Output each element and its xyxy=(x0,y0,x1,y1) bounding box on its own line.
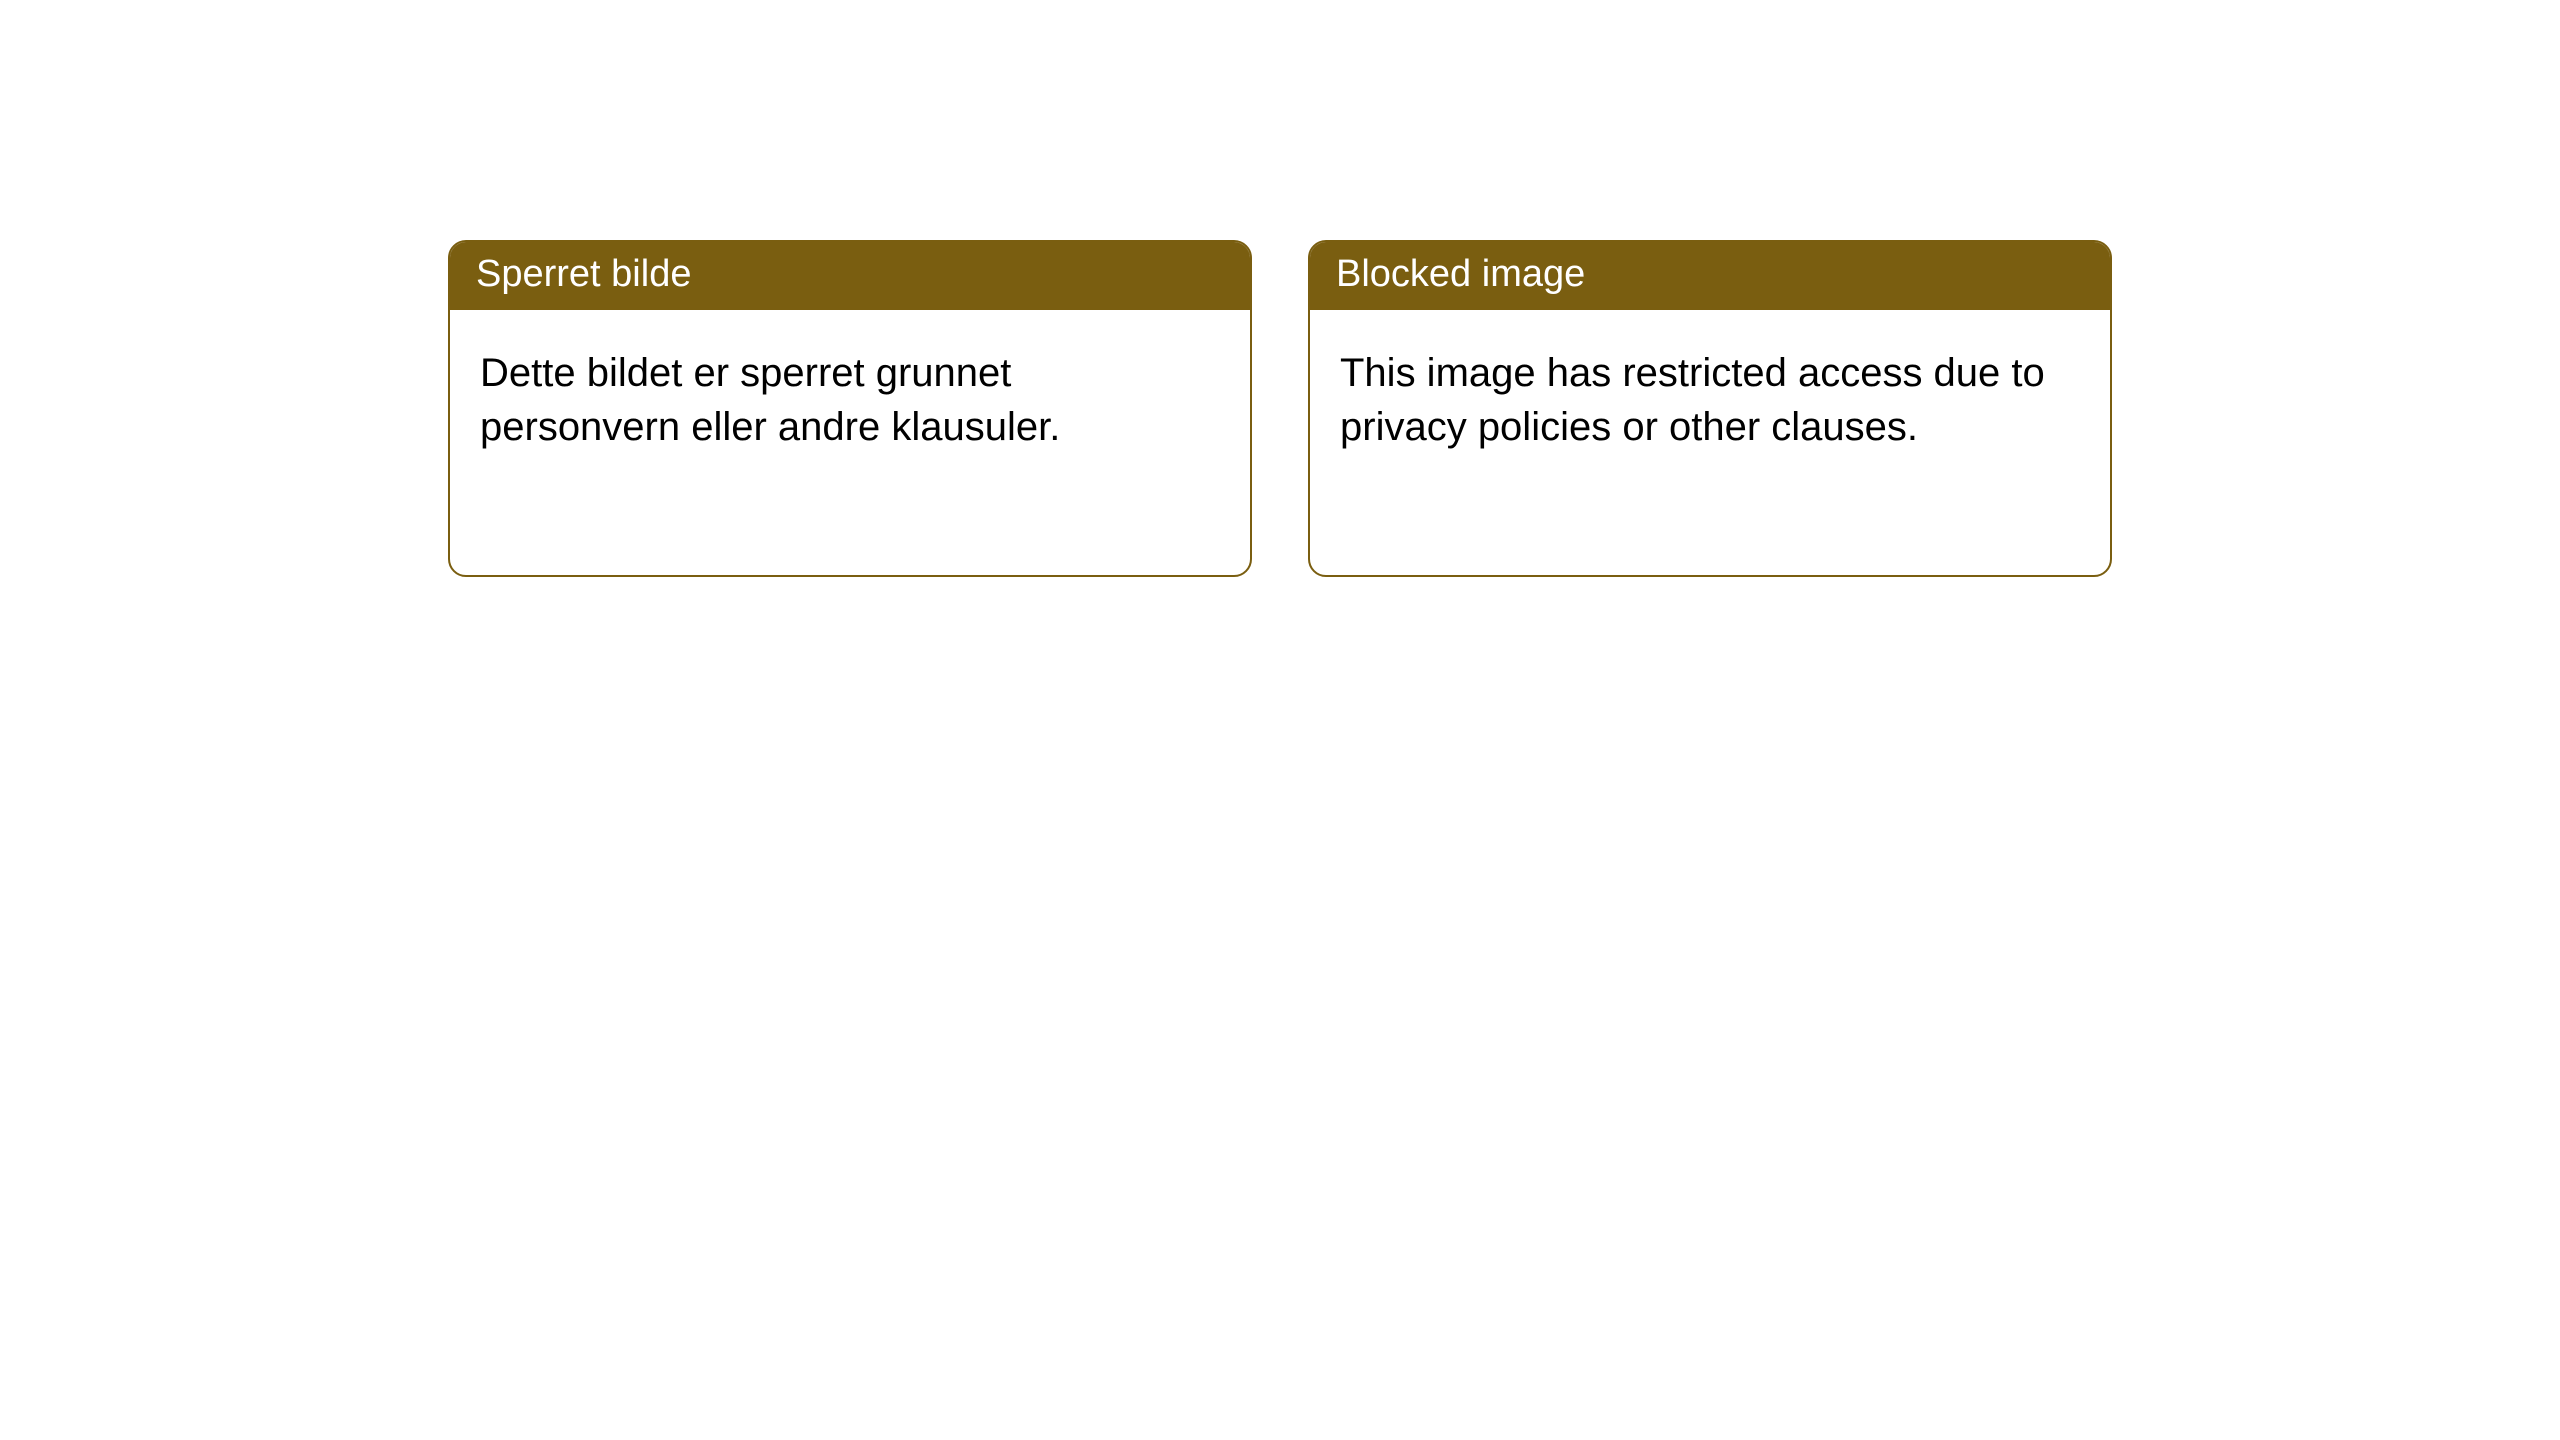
notice-container: Sperret bilde Dette bildet er sperret gr… xyxy=(0,0,2560,577)
card-body-en: This image has restricted access due to … xyxy=(1310,310,2110,575)
card-title-en: Blocked image xyxy=(1310,242,2110,310)
card-title-no: Sperret bilde xyxy=(450,242,1250,310)
blocked-image-card-no: Sperret bilde Dette bildet er sperret gr… xyxy=(448,240,1252,577)
blocked-image-card-en: Blocked image This image has restricted … xyxy=(1308,240,2112,577)
card-body-no: Dette bildet er sperret grunnet personve… xyxy=(450,310,1250,575)
